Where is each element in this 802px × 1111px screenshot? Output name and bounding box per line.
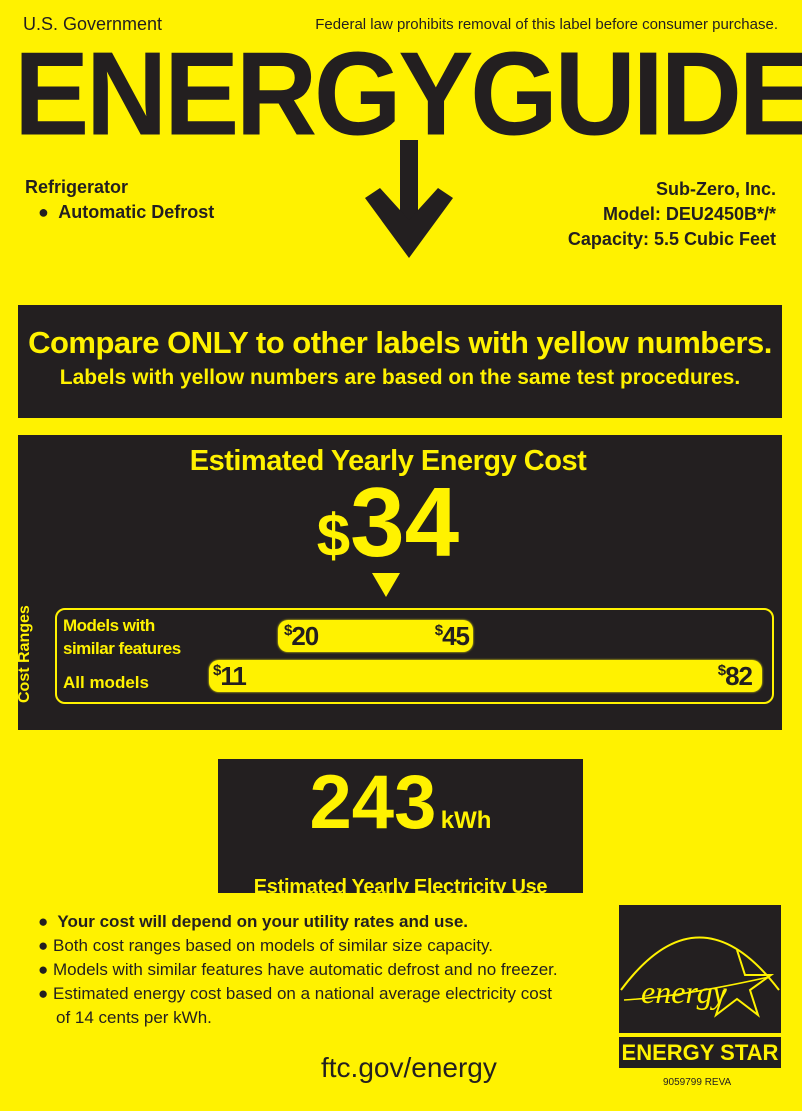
- cost-ranges-box: Models with similar features $20 $45 All…: [55, 608, 774, 704]
- all-max: $82: [717, 661, 753, 691]
- all-models-label: All models: [63, 673, 149, 692]
- energyguide-title: ENERGYGUIDE: [14, 27, 802, 160]
- all-models-range-bar: $11 $82: [209, 660, 762, 692]
- cost-pointer-icon: [372, 573, 400, 597]
- government-label: U.S. Government: [23, 14, 163, 34]
- similar-max: $45: [434, 621, 470, 651]
- bullet-icon: ●: [38, 912, 49, 931]
- note-item: ● Estimated energy cost based on a natio…: [38, 984, 552, 1003]
- label-code: 9059799 REVA: [663, 1077, 732, 1088]
- energy-star-logo: energy ENERGY STAR: [619, 905, 781, 1068]
- cost-heading: Estimated Yearly Energy Cost: [189, 445, 587, 477]
- yearly-cost-panel: Estimated Yearly Energy Cost $34 Cost Ra…: [16, 435, 782, 730]
- bullet-icon: ●: [38, 984, 49, 1003]
- bullet-icon: ●: [38, 202, 49, 222]
- compare-line-2: Labels with yellow numbers are based on …: [59, 366, 741, 389]
- product-feature: ● Automatic Defrost: [38, 202, 215, 222]
- arrow-down-icon: [365, 140, 453, 258]
- similar-models-range-bar: $20 $45: [278, 620, 473, 652]
- bullet-icon: ●: [38, 936, 49, 955]
- note-item: of 14 cents per kWh.: [56, 1008, 212, 1027]
- ftc-link[interactable]: ftc.gov/energy: [321, 1052, 497, 1083]
- capacity: Capacity: 5.5 Cubic Feet: [567, 229, 776, 249]
- all-min: $11: [213, 661, 247, 691]
- svg-text:energy: energy: [641, 974, 728, 1010]
- compare-banner: Compare ONLY to other labels with yellow…: [18, 305, 782, 418]
- note-item: ● Models with similar features have auto…: [38, 960, 558, 979]
- similar-min: $20: [284, 621, 319, 651]
- model-number: Model: DEU2450B*/*: [602, 204, 776, 224]
- compare-line-1: Compare ONLY to other labels with yellow…: [28, 325, 772, 360]
- product-type: Refrigerator: [25, 177, 129, 197]
- electricity-value: 243 kWh: [309, 760, 492, 845]
- similar-models-label: Models with similar features: [63, 616, 181, 658]
- electricity-use-panel: 243 kWh Estimated Yearly Electricity Use: [218, 759, 583, 898]
- energy-star-label: ENERGY STAR: [619, 1037, 781, 1068]
- notes-list: ● Your cost will depend on your utility …: [38, 910, 558, 1030]
- note-item: ● Your cost will depend on your utility …: [38, 912, 469, 931]
- electricity-label: Estimated Yearly Electricity Use: [253, 876, 548, 898]
- bullet-icon: ●: [38, 960, 49, 979]
- energy-star-icon: energy: [619, 905, 781, 1033]
- cost-ranges-label: Cost Ranges: [16, 605, 33, 703]
- electricity-unit: kWh: [440, 807, 492, 834]
- manufacturer: Sub-Zero, Inc.: [655, 179, 776, 199]
- product-details: Sub-Zero, Inc. Model: DEU2450B*/* Capaci…: [568, 177, 776, 252]
- cost-value: $34: [316, 467, 460, 577]
- note-item: ● Both cost ranges based on models of si…: [38, 936, 494, 955]
- removal-notice: Federal law prohibits removal of this la…: [315, 16, 778, 33]
